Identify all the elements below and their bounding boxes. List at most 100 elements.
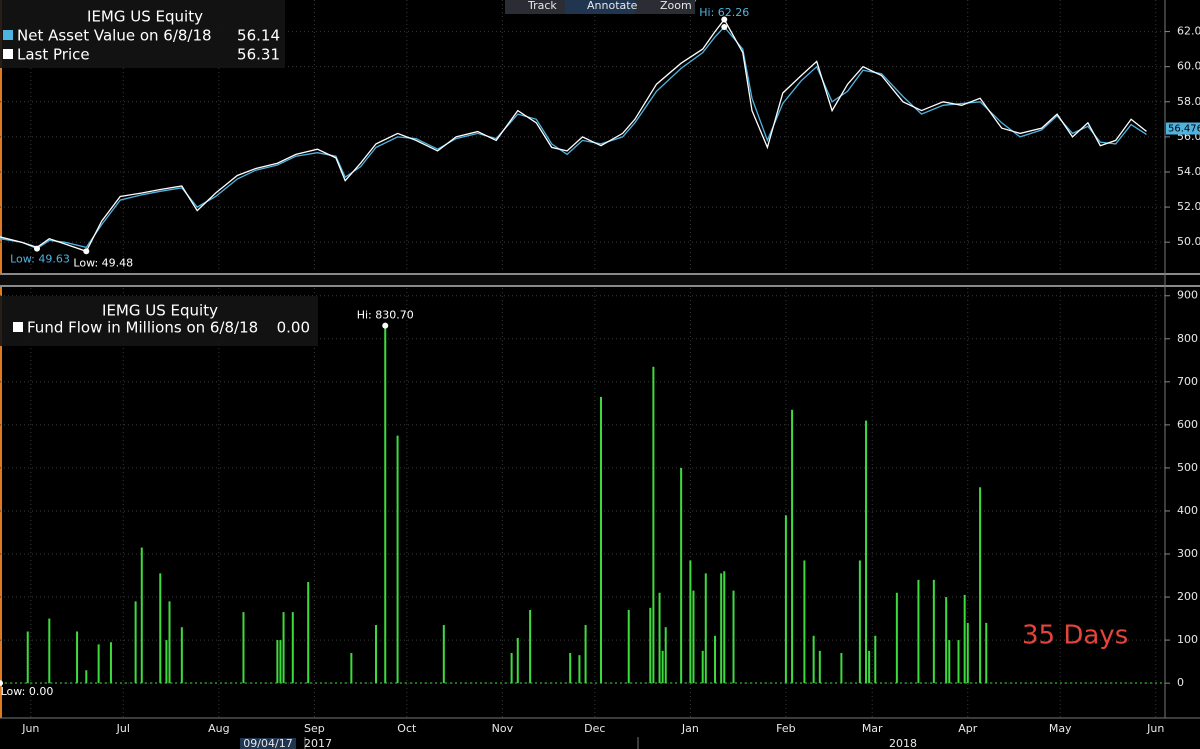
bar: [812, 635, 815, 684]
annotation: Low: 49.48: [73, 256, 133, 269]
bar: [689, 560, 692, 684]
annotation: Hi: 830.70: [357, 309, 414, 322]
bar: [307, 581, 310, 684]
annotation-dot: [721, 16, 728, 23]
bar: [720, 573, 723, 684]
bar: [818, 650, 821, 684]
bar: [701, 650, 704, 684]
bar: [948, 640, 951, 684]
x-tick-label: Feb: [776, 722, 795, 735]
bar: [627, 609, 630, 684]
bar: [26, 631, 29, 684]
x-tick-label: Sep: [304, 722, 325, 735]
y-tick-label: 500: [1177, 461, 1198, 474]
tool-annotate[interactable]: Annotate: [587, 0, 638, 12]
y-tick-label: 54.00: [1177, 165, 1200, 178]
bar: [350, 653, 353, 684]
y-tick-label: 800: [1177, 332, 1198, 345]
bar: [658, 592, 661, 684]
x-tick-label: Oct: [397, 722, 417, 735]
annotation-dot: [83, 248, 90, 255]
bar: [723, 571, 726, 684]
legend-box: [0, 0, 285, 68]
tool-active: [565, 0, 635, 14]
last-value-label: 56.476: [1168, 124, 1200, 135]
bar: [291, 612, 294, 684]
bar: [932, 579, 935, 684]
legend-label: Fund Flow in Millions on 6/8/18: [27, 319, 258, 337]
bar: [966, 622, 969, 684]
note: 35 Days: [1022, 621, 1128, 651]
annotation-dot: [0, 680, 3, 687]
bar: [680, 467, 683, 684]
bar: [134, 601, 137, 684]
bar: [165, 640, 168, 684]
bar: [396, 435, 399, 684]
bar: [652, 366, 655, 684]
bar: [85, 670, 88, 684]
legend-value: 56.31: [237, 46, 280, 64]
legend-value: 0.00: [277, 319, 310, 337]
bar: [529, 609, 532, 684]
bar: [282, 612, 285, 684]
bar: [945, 597, 948, 684]
legend-title: IEMG US Equity: [102, 302, 218, 320]
y-tick-label: 100: [1177, 633, 1198, 646]
x-tick-label: Dec: [584, 722, 605, 735]
y-tick-label: 200: [1177, 590, 1198, 603]
y-tick-label: 300: [1177, 547, 1198, 560]
annotation-dot: [382, 322, 389, 329]
bar: [76, 631, 79, 684]
bar: [664, 627, 667, 684]
bar: [649, 607, 652, 684]
y-tick-label: 600: [1177, 418, 1198, 431]
legend-label: Last Price: [17, 46, 90, 64]
bar: [168, 601, 171, 684]
bar: [963, 594, 966, 684]
bar: [803, 560, 806, 684]
bar: [510, 653, 513, 684]
bar: [917, 579, 920, 684]
bar: [840, 653, 843, 684]
series-line: [0, 26, 1147, 250]
legend-box: [0, 296, 318, 346]
year-label: 2018: [889, 737, 917, 749]
bar: [375, 625, 378, 684]
bar: [868, 650, 871, 684]
bar: [865, 420, 868, 684]
x-tick-label: Apr: [958, 722, 978, 735]
bar: [791, 409, 794, 684]
bar: [874, 635, 877, 684]
bar: [48, 618, 51, 684]
x-tick-label: Nov: [492, 722, 514, 735]
x-tick-label: Jan: [681, 722, 699, 735]
bar: [180, 627, 183, 684]
bar: [140, 547, 143, 684]
y-tick-label: 60.00: [1177, 60, 1200, 73]
x-tick-label: Jul: [116, 722, 130, 735]
bar: [858, 560, 861, 684]
annotation: Low: 0.00: [1, 685, 54, 698]
legend-swatch: [3, 49, 13, 59]
bar: [957, 640, 960, 684]
bar: [584, 625, 587, 684]
bar: [159, 573, 162, 684]
y-tick-label: 50.00: [1177, 235, 1200, 248]
annotation: Hi: 62.26: [699, 6, 749, 19]
bar: [692, 590, 695, 684]
cursor-date-box: [240, 738, 296, 749]
tool-zoom[interactable]: Zoom: [660, 0, 692, 12]
bar: [578, 655, 581, 684]
grid: [0, 0, 1165, 718]
y-tick-label: 58.00: [1177, 95, 1200, 108]
tool-track[interactable]: Track: [527, 0, 557, 12]
navigator: [0, 273, 1165, 286]
bar: [985, 622, 988, 684]
bar: [97, 644, 100, 684]
bar: [784, 515, 787, 684]
bar: [384, 325, 387, 684]
bar: [276, 640, 279, 684]
x-tick-label: Aug: [208, 722, 229, 735]
bar: [714, 635, 717, 684]
y-tick-label: 52.00: [1177, 200, 1200, 213]
